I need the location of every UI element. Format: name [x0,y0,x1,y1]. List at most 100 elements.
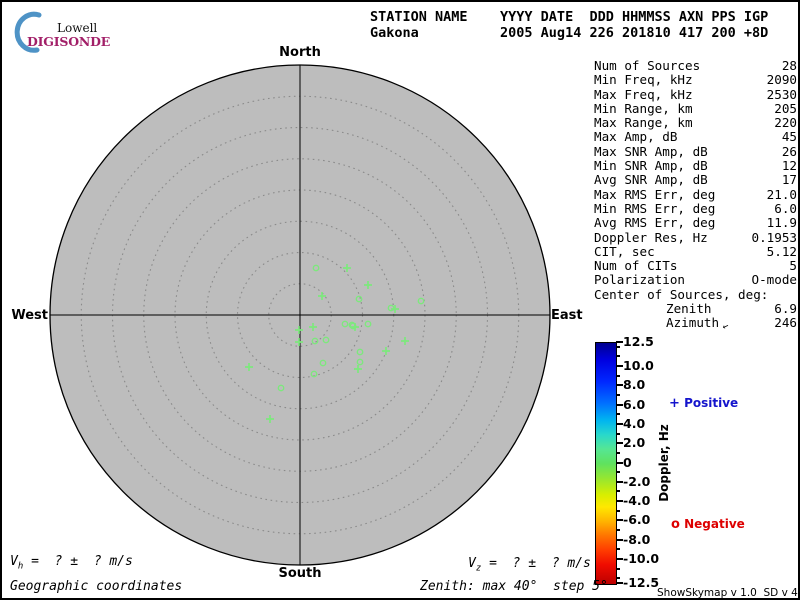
colorbar-major-tick [616,519,623,522]
source-marker-positive [245,363,253,371]
vz-var: V [468,556,476,571]
coordinates-note: Geographic coordinates [10,579,183,594]
stats-row: Max Range, km 220 [594,115,797,131]
stats-value: 2530 [766,86,797,102]
plus-marker-icon: + [669,396,680,411]
stats-label: Zenith [666,301,712,317]
stats-row: Doppler Res, Hz 0.1953 [594,229,798,245]
colorbar-major-tick [616,422,623,425]
header-column-labels: STATION NAME YYYY DATE DDD HHMMSS AXN PP… [370,9,769,25]
source-marker-positive [382,347,390,355]
colorbar-major-tick [616,365,623,368]
stats-label: Max Freq, kHz [594,86,693,102]
colorbar-minor-tick [616,528,620,531]
stats-label: Avg RMS Err, deg [594,215,716,231]
source-marker-negative [387,304,395,312]
doppler-axis-title: Doppler, Hz [657,424,671,502]
stats-label: Min Freq, kHz [594,72,693,88]
source-marker-negative [356,358,364,366]
stats-row: Avg SNR Amp, dB 17 [594,172,797,188]
vertical-velocity-readout: Vz = ? ± ? m/s [468,556,591,574]
stats-row: Min Range, km 205 [594,100,797,116]
stats-row: Num of Sources 28 [594,58,797,73]
lowell-digisonde-logo: Lowell DIGISONDE [10,8,150,53]
stats-value: 220 [774,115,797,131]
crescent-icon [14,11,42,53]
colorbar-tick-label: -10.0 [623,550,660,566]
source-marker-positive [364,281,372,289]
colorbar-tick-label: -4.0 [623,493,651,509]
logo-text-lowell: Lowell [57,21,98,35]
colorbar-tick-label: -8.0 [623,531,651,547]
compass-label-north: North [279,45,321,60]
colorbar-tick-label: 10.0 [623,358,654,374]
source-marker-negative [319,359,327,367]
vh-sub: h [17,561,24,572]
source-marker-negative [310,370,318,378]
stats-label: CIT, sec [594,243,655,259]
azimuth-direction-icon: ↑ [719,321,733,332]
colorbar-major-tick [616,403,623,406]
stats-label: Doppler Res, Hz [594,229,708,245]
colorbar-minor-tick [616,374,620,377]
source-marker-positive [354,365,362,373]
colorbar-major-tick [616,557,623,560]
stats-value: 2090 [766,72,797,88]
colorbar-major-tick [616,538,623,541]
stats-label: Num of CITs [594,258,678,274]
source-marker-negative [312,264,320,272]
stats-value: 11.9 [766,215,797,231]
source-marker-positive [309,323,317,331]
stats-label: Avg SNR Amp, dB [594,172,708,188]
stats-value: 26 [781,143,797,159]
stats-value: 205 [774,100,797,116]
stats-value: 0.1953 [751,229,798,245]
colorbar-minor-tick [616,451,620,454]
compass-label-south: South [278,566,322,581]
source-marker-positive [343,264,351,272]
colorbar-minor-tick [616,548,620,551]
colorbar-major-tick [616,480,623,483]
stats-row: Min RMS Err, deg 6.0 [594,200,797,216]
legend-positive-label: Positive [684,396,739,410]
stats-value: 5.12 [766,243,797,259]
source-marker-negative [417,297,425,305]
legend-positive: + Positive [669,396,738,411]
source-marker-positive [391,305,399,313]
colorbar-major-tick [616,582,623,584]
colorbar-major-tick [616,442,623,445]
stats-label: Min SNR Amp, dB [594,158,708,174]
stats-row: Min SNR Amp, dB 12 [594,158,797,174]
source-marker-negative [355,295,363,303]
stats-value: 6.0 [774,200,797,216]
colorbar-minor-tick [616,394,620,397]
stats-value: 17 [781,172,797,188]
compass-label-west: West [11,308,48,323]
colorbar-major-tick [616,341,623,343]
stats-value: 45 [781,129,797,145]
stats-row: Max RMS Err, deg 21.0 [594,187,797,202]
stats-label: Min RMS Err, deg [594,200,716,216]
colorbar-tick-label: 6.0 [623,396,646,412]
zenith-range-note: Zenith: max 40° step 5° [420,579,608,594]
source-marker-negative [364,320,372,328]
colorbar-minor-tick [616,577,620,580]
colorbar-minor-tick [616,355,620,358]
colorbar-tick-label: 0 [623,454,632,470]
vz-value: = ? ± ? m/s [481,556,591,571]
stats-value: O-mode [751,272,798,288]
colorbar-minor-tick [616,509,620,512]
colorbar-minor-tick [616,567,620,570]
legend-negative-label: Negative [684,517,745,531]
stats-label: Azimuth↑ [594,316,732,332]
stats-row: Min Freq, kHz 2090 [594,72,797,88]
stats-row: Max Amp, dB 45 [594,129,797,145]
colorbar-tick-label: -2.0 [623,473,651,489]
stats-row: Max SNR Amp, dB 26 [594,143,797,159]
vh-value: = ? ± ? m/s [23,554,133,569]
colorbar-tick-label: 4.0 [623,415,646,431]
vz-sub: z [475,563,482,574]
stats-label: Num of Sources [594,58,701,73]
colorbar-tick-label: -12.5 [623,575,660,590]
